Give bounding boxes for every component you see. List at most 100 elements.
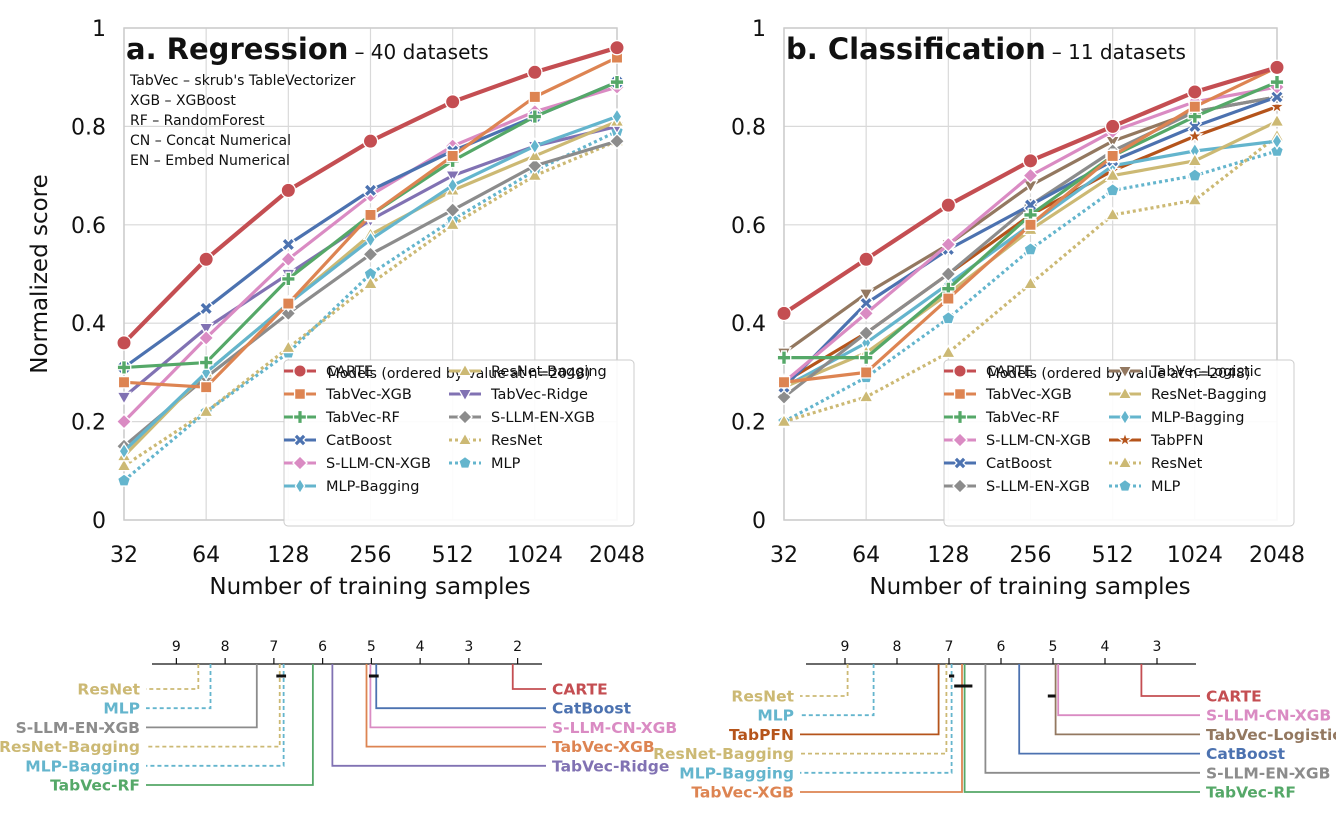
marker-resnet-bagging — [1269, 113, 1285, 127]
classification-legend-items: CARTE TabVec-XGB TabVec-RF S-LLM-CN-XGB CatB… — [944, 364, 1267, 495]
cd-label-catboost: CatBoost — [552, 700, 632, 718]
legend-entry-tabpfn: TabPFN — [1109, 430, 1203, 449]
x-tick-label: 128 — [267, 543, 309, 568]
rank-tick-label: 9 — [841, 639, 850, 655]
marker-tabvec-rf — [1269, 74, 1285, 90]
cd-connector-mlp-bagging — [146, 664, 285, 767]
marker-s-llm-en-xgb — [362, 246, 379, 263]
marker-carte — [527, 64, 543, 81]
marker-resnet — [362, 275, 379, 290]
legend-label: MLP-Bagging — [326, 479, 419, 495]
marker-s-llm-en-xgb — [444, 201, 461, 219]
x-tick-label: 32 — [770, 543, 798, 568]
legend-label: TabVec-XGB — [325, 387, 412, 403]
cd-label-mlp-bagging: MLP-Bagging — [679, 764, 794, 782]
y-tick-label: 0.4 — [731, 312, 766, 337]
marker-s-llm-cn-xgb — [952, 432, 968, 448]
rank-tick-label: 7 — [269, 639, 278, 655]
cd-connector-s-llm-cn-xgb — [1057, 664, 1200, 717]
legend-label: MLP — [1151, 479, 1181, 495]
rank-tick-label: 4 — [416, 639, 425, 655]
cd-label-tabvec-xgb: TabVec-XGB — [691, 784, 794, 802]
legend-entry-s-llm-en-xgb: S-LLM-EN-XGB — [944, 478, 1090, 495]
marker-tabvec-rf — [609, 74, 625, 90]
marker-tabvec-rf — [1187, 109, 1203, 124]
marker-mlp-bagging — [118, 442, 130, 460]
marker-mlp-bagging — [1271, 132, 1283, 150]
marker-carte — [776, 305, 792, 322]
x-tick-label: 32 — [110, 543, 138, 568]
marker-tabvec-rf — [527, 109, 543, 124]
marker-tabpfn — [1185, 126, 1204, 144]
cd-connector-s-llm-cn-xgb — [369, 664, 546, 729]
legend-entry-s-llm-cn-xgb: S-LLM-CN-XGB — [284, 455, 431, 472]
marker-resnet-bagging — [1117, 385, 1133, 400]
cd-connector-s-llm-en-xgb — [146, 664, 258, 729]
marker-s-llm-en-xgb — [608, 132, 626, 150]
marker-tabvec-rf — [116, 360, 132, 375]
marker-mlp-bagging — [447, 176, 459, 195]
legend-label: CARTE — [326, 364, 373, 380]
y-tick-label: 0.4 — [71, 312, 106, 337]
x-tick-label: 2048 — [589, 543, 645, 568]
legend-entry-mlp-bagging: MLP-Bagging — [1109, 408, 1244, 426]
marker-mlp-bagging — [1119, 408, 1131, 426]
cd-label-tabvec-rf: TabVec-RF — [50, 777, 140, 795]
marker-catboost — [363, 183, 378, 198]
legend-entry-resnet: ResNet — [449, 431, 543, 449]
marker-carte — [1022, 153, 1039, 169]
regression-title: a. Regression – 40 datasets — [126, 32, 489, 66]
cd-label-resnet-bagging: ResNet-Bagging — [653, 745, 794, 763]
y-tick-label: 0.6 — [71, 214, 106, 239]
x-tick-label: 1024 — [507, 543, 563, 568]
regression-y-axis-label: Normalized score — [27, 174, 53, 374]
classification-legend-title: Models (ordered by value at n=2048) — [988, 366, 1251, 382]
marker-resnet — [526, 167, 543, 182]
legend-entry-catboost: CatBoost — [284, 432, 392, 449]
legend-entry-tabvec-xgb: TabVec-XGB — [284, 387, 412, 403]
cd-connector-s-llm-en-xgb — [984, 664, 1200, 774]
marker-carte — [1104, 118, 1121, 135]
rank-tick-label: 5 — [1049, 639, 1058, 655]
classification-legend-box — [943, 359, 1295, 527]
y-tick-label: 0 — [92, 509, 106, 534]
regression-panel: 0 0.2 0.4 0.6 0.8 1 32 64 128 256 512 1024 2048 a. … — [27, 17, 645, 600]
marker-resnet — [198, 403, 215, 418]
marker-tabvec-rf — [292, 409, 308, 425]
marker-s-llm-cn-xgb — [857, 305, 875, 322]
abbreviation-line: EN – Embed Numerical — [130, 153, 290, 169]
cd-label-carte: CARTE — [1206, 688, 1262, 706]
marker-s-llm-cn-xgb — [280, 251, 297, 268]
marker-resnet — [457, 431, 473, 446]
y-tick-label: 1 — [92, 17, 106, 42]
x-tick-label: 128 — [927, 543, 969, 568]
cd-connector-tabvec-xgb — [800, 664, 963, 793]
rank-tick-label: 3 — [1153, 639, 1162, 655]
marker-resnet-bagging — [1104, 167, 1121, 182]
marker-carte — [444, 94, 461, 110]
cd-label-catboost: CatBoost — [1206, 745, 1286, 763]
marker-carte — [1187, 84, 1203, 100]
legend-entry-resnet: ResNet — [1109, 454, 1203, 472]
marker-mlp-bagging — [364, 230, 377, 249]
marker-carte — [293, 364, 307, 378]
marker-tabvec-xgb — [446, 149, 459, 163]
marker-catboost — [1187, 119, 1203, 134]
cd-connector-mlp — [800, 664, 875, 717]
marker-tabvec-xgb — [293, 387, 307, 401]
marker-mlp — [116, 473, 132, 487]
marker-catboost — [281, 237, 296, 252]
x-tick-label: 256 — [1010, 543, 1052, 568]
marker-s-llm-en-xgb — [940, 265, 957, 283]
y-tick-label: 0 — [752, 509, 766, 534]
marker-s-llm-cn-xgb — [197, 329, 215, 347]
cd-label-resnet-bagging: ResNet-Bagging — [0, 738, 140, 756]
regression-y-tick-labels: 0 0.2 0.4 0.6 0.8 1 — [71, 17, 106, 534]
rank-tick-label: 3 — [464, 639, 473, 655]
marker-carte — [280, 182, 297, 199]
legend-entry-tabvec-logistic: TabVec-Logistic — [1109, 364, 1262, 380]
marker-s-llm-en-xgb — [457, 409, 473, 425]
cd-label-s-llm-en-xgb: S-LLM-EN-XGB — [16, 719, 140, 737]
legend-label: MLP-Bagging — [1151, 410, 1244, 426]
